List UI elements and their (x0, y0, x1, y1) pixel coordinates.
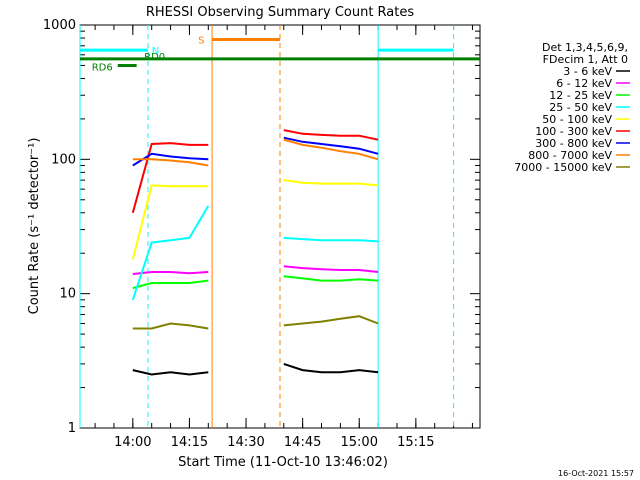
legend-header: FDecim 1, Att 0 (543, 53, 628, 66)
x-tick-label: 14:45 (284, 435, 321, 450)
series-line (283, 275, 379, 282)
series-line (283, 129, 379, 141)
y-axis-label: Count Rate (s⁻¹ detector⁻¹) (27, 138, 42, 315)
attenuator-markers: N S RD0 RD6 (79, 25, 480, 428)
x-tick-label: 15:15 (397, 435, 434, 450)
series-line (132, 158, 209, 167)
series-line (131, 205, 210, 301)
x-tick-label: 14:30 (227, 435, 264, 450)
series-group (131, 129, 379, 376)
y-tick-label: 1000 (43, 18, 76, 33)
legend-header: Det 1,3,4,5,6,9, (542, 41, 628, 54)
series-line (283, 179, 379, 187)
marker-label: RD6 (92, 62, 113, 73)
chart-title: RHESSI Observing Summary Count Rates (146, 5, 415, 20)
series-line (283, 136, 379, 155)
footer-timestamp: 16-Oct-2021 15:57 (558, 469, 634, 478)
legend-entry: 3 - 6 keV (563, 65, 612, 78)
x-axis-label: Start Time (11-Oct-10 13:46:02) (178, 455, 388, 470)
x-tick-label: 14:15 (171, 435, 208, 450)
y-axis: 1 10 100 1000 (43, 18, 480, 436)
x-tick-label: 15:00 (341, 435, 378, 450)
series-line (132, 369, 209, 376)
y-tick-label: 1 (68, 421, 76, 436)
series-line (283, 362, 379, 374)
series-line (132, 279, 209, 290)
x-axis: 14:00 14:15 14:30 14:45 15:00 15:15 (94, 25, 473, 450)
series-line (132, 322, 209, 330)
series-line (132, 152, 209, 167)
series-line (283, 265, 379, 273)
series-line (131, 184, 209, 260)
marker-label: N (152, 46, 159, 57)
series-line (283, 236, 379, 243)
legend-entry: 800 - 7000 keV (528, 149, 612, 162)
legend-entry: 12 - 25 keV (549, 89, 612, 102)
legend-entry: 25 - 50 keV (549, 101, 612, 114)
series-line (283, 315, 379, 327)
marker-label: RD0 (144, 52, 165, 63)
legend-entry: 300 - 800 keV (535, 137, 612, 150)
y-tick-label: 100 (51, 152, 76, 167)
series-line (132, 271, 209, 275)
x-tick-label: 14:00 (114, 435, 151, 450)
y-tick-label: 10 (59, 287, 76, 302)
legend-entry: 7000 - 15000 keV (514, 161, 612, 174)
legend-entry: 6 - 12 keV (556, 77, 612, 90)
legend-entry: 50 - 100 keV (542, 113, 612, 126)
legend: Det 1,3,4,5,6,9,FDecim 1, Att 03 - 6 keV… (514, 41, 630, 174)
series-line (283, 138, 379, 161)
legend-entry: 100 - 300 keV (535, 125, 612, 138)
series-line (131, 142, 209, 214)
marker-label: S (198, 35, 204, 46)
